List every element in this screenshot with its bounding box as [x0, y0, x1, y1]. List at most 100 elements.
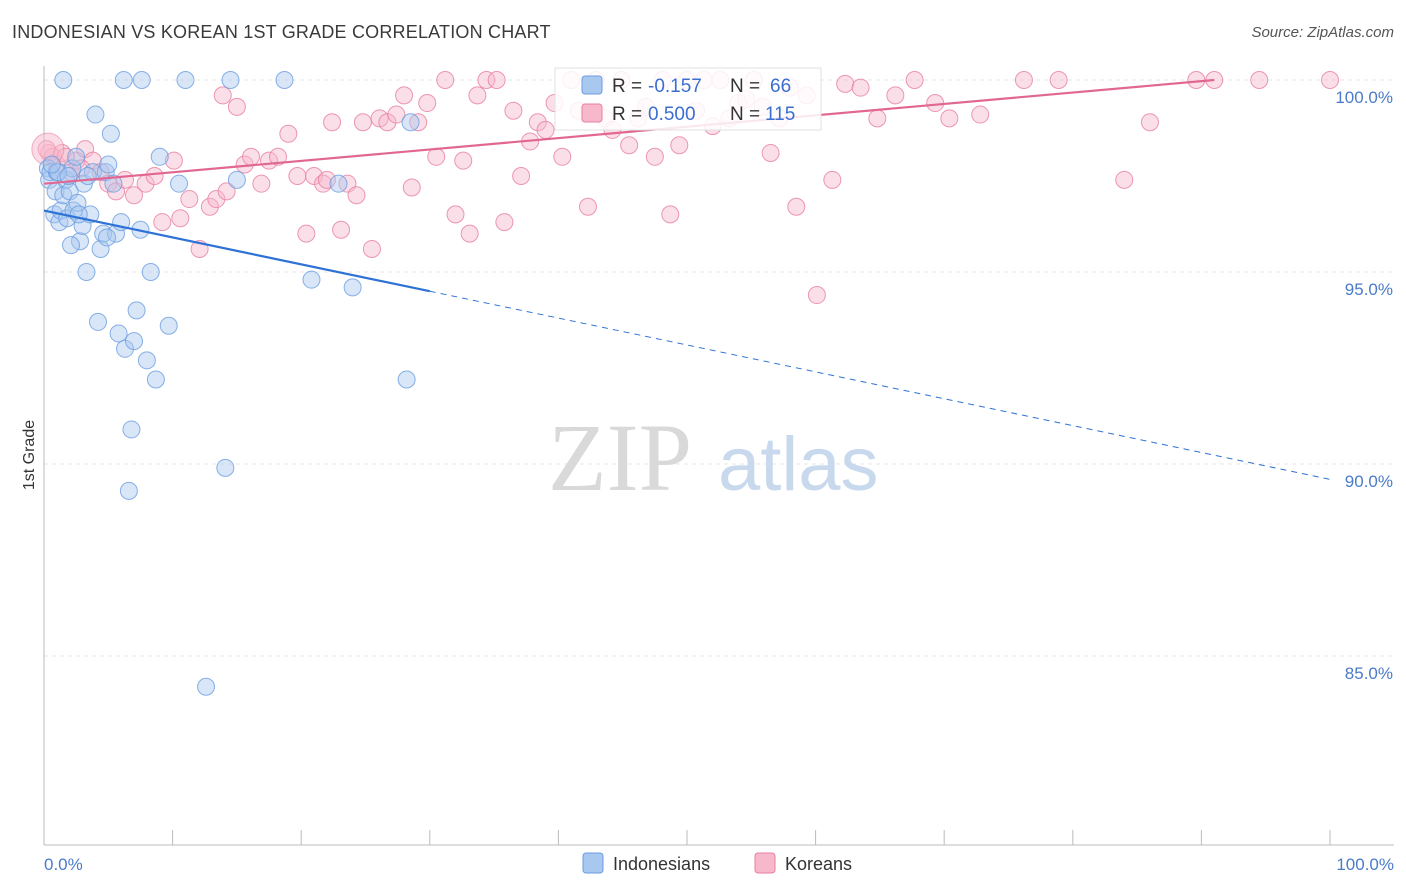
korean-point-70: [620, 136, 639, 155]
korean-point-28: [269, 147, 288, 166]
indonesian-point-49: [227, 170, 246, 189]
source-label: Source: ZipAtlas.com: [1251, 24, 1394, 41]
korean-point-16: [164, 151, 183, 170]
korean-point-43: [395, 86, 414, 105]
indonesian-point-58: [176, 71, 195, 89]
bottom-legend-label-koreans: Koreans: [785, 854, 852, 874]
y-axis-label: 1st Grade: [21, 420, 38, 490]
korean-point-109: [1321, 71, 1339, 89]
korean-point-103: [1049, 71, 1068, 89]
legend-swatch-indonesians: [581, 75, 603, 95]
korean-point-50: [454, 151, 473, 170]
legend-swatch-koreans: [581, 103, 603, 123]
korean-point-98: [905, 71, 924, 89]
korean-point-94: [836, 74, 855, 93]
korean-point-41: [378, 113, 397, 132]
korean-point-30: [288, 167, 307, 185]
korean-point-53: [477, 71, 496, 89]
indonesian-point-50: [275, 71, 294, 89]
korean-point-102: [1014, 71, 1033, 89]
korean-point-105: [1140, 113, 1159, 132]
korean-point-100: [940, 109, 959, 128]
korean-point-93: [823, 170, 842, 189]
korean-point-38: [353, 113, 372, 132]
korean-point-12: [125, 186, 144, 205]
bottom-legend: Indonesians Koreans: [582, 852, 852, 874]
korean-point-101: [971, 105, 990, 124]
watermark-atlas: atlas: [718, 422, 879, 507]
korean-point-45: [409, 113, 428, 132]
indonesian-point-43: [150, 147, 169, 166]
korean-point-51: [460, 224, 479, 243]
series-indonesians: [38, 71, 420, 696]
korean-point-57: [512, 167, 531, 185]
y-tick-label-3: 85.0%: [1345, 664, 1393, 683]
indonesian-point-63: [42, 155, 61, 174]
indonesian-point-15: [68, 193, 87, 212]
indonesian-point-27: [99, 155, 118, 174]
korean-point-59: [528, 113, 547, 132]
korean-point-31: [297, 224, 316, 243]
indonesian-point-60: [62, 236, 81, 255]
korean-point-65: [578, 197, 597, 216]
indonesian-point-55: [401, 113, 420, 132]
indonesian-point-33: [116, 339, 135, 358]
korean-point-34: [323, 113, 342, 132]
legend-r-label-0: R =: [612, 76, 642, 97]
korean-point-52: [468, 86, 487, 105]
korean-point-14: [145, 167, 164, 185]
korean-point-75: [661, 205, 680, 224]
indonesian-point-19: [77, 263, 96, 281]
legend: R = -0.157 N = 66 R = 0.500 N = 115: [554, 67, 822, 131]
legend-n-value-1: 115: [765, 104, 795, 125]
korean-point-23: [227, 97, 246, 116]
korean-point-39: [362, 239, 381, 258]
indonesian-point-23: [89, 312, 108, 331]
korean-point-114: [317, 170, 336, 189]
indonesian-point-65: [69, 205, 88, 224]
y-tick-labels: 100.0% 95.0% 90.0% 85.0%: [1335, 88, 1393, 683]
korean-point-48: [436, 71, 455, 89]
korean-point-60: [536, 120, 555, 139]
korean-point-44: [402, 178, 421, 197]
indonesian-point-62: [49, 163, 68, 182]
watermark-zip: ZIP: [548, 404, 692, 511]
indonesian-point-47: [216, 458, 235, 477]
korean-point-26: [252, 174, 271, 193]
indonesian-point-24: [91, 239, 110, 258]
indonesian-point-48: [221, 71, 240, 89]
korean-point-104: [1115, 170, 1134, 189]
legend-n-label-0: N =: [730, 76, 760, 97]
indonesian-point-29: [104, 174, 123, 193]
legend-r-label-1: R =: [612, 104, 642, 125]
korean-point-49: [446, 205, 465, 224]
indonesian-point-56: [54, 71, 73, 89]
legend-n-value-0: 66: [770, 76, 791, 97]
y-tick-label-1: 95.0%: [1345, 280, 1393, 299]
legend-n-label-1: N =: [730, 104, 760, 125]
indonesian-point-45: [170, 174, 189, 193]
bottom-legend-swatch-koreans: [754, 852, 776, 874]
indonesian-point-35: [122, 420, 141, 439]
korean-point-42: [387, 105, 406, 124]
y-tick-label-0: 100.0%: [1335, 88, 1393, 107]
indonesian-point-28: [101, 124, 120, 143]
trend-koreans: [43, 78, 1215, 185]
bottom-legend-label-indonesians: Indonesians: [613, 854, 710, 874]
bottom-legend-swatch-indonesians: [582, 852, 604, 874]
indonesian-point-22: [86, 105, 105, 124]
korean-point-96: [868, 109, 887, 128]
x-tick-label-max: 100.0%: [1336, 855, 1394, 874]
indonesian-point-57: [114, 71, 133, 89]
indonesian-point-34: [119, 481, 138, 500]
korean-point-20: [200, 197, 219, 216]
korean-point-55: [495, 213, 514, 232]
x-ticks: [43, 830, 1331, 845]
korean-point-56: [504, 101, 523, 120]
indonesian-point-59: [78, 167, 97, 185]
legend-r-value-1: 0.500: [648, 104, 696, 125]
korean-point-29: [279, 124, 298, 143]
indonesian-point-36: [125, 332, 144, 351]
korean-point-99: [926, 94, 945, 113]
indonesian-point-52: [329, 174, 348, 193]
